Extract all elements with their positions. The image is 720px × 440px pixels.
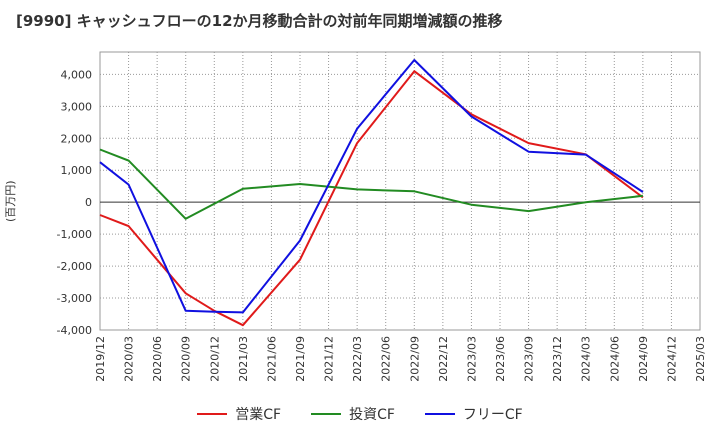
x-tick-label: 2024/03 [580, 336, 593, 382]
y-tick-label: 1,000 [61, 164, 93, 177]
x-tick-label: 2019/12 [94, 336, 107, 382]
legend-item-free-cf: フリーCF [424, 404, 523, 424]
legend-swatch-free-cf [424, 413, 455, 415]
y-tick-label: 0 [85, 196, 92, 209]
legend-item-investing-cf: 投資CF [311, 404, 395, 424]
chart-title: [9990] キャッシュフローの12か月移動合計の対前年同期増減額の推移 [16, 12, 503, 30]
x-tick-label: 2020/09 [180, 336, 193, 382]
x-tick-label: 2025/03 [694, 336, 707, 382]
x-tick-label: 2022/03 [351, 336, 364, 382]
x-tick-label: 2021/03 [237, 336, 250, 382]
x-tick-label: 2023/06 [494, 336, 507, 382]
legend-swatch-investing-cf [311, 413, 342, 415]
y-tick-label: -2,000 [57, 260, 92, 273]
y-tick-label: -1,000 [57, 228, 92, 241]
y-tick-label: -4,000 [57, 324, 92, 337]
y-tick-label: -3,000 [57, 292, 92, 305]
x-tick-label: 2021/09 [294, 336, 307, 382]
x-tick-label: 2023/12 [551, 336, 564, 382]
legend-label-operating-cf: 営業CF [235, 407, 282, 423]
x-tick-label: 2022/06 [380, 336, 393, 382]
x-tick-label: 2023/03 [465, 336, 478, 382]
x-tick-label: 2024/12 [665, 336, 678, 382]
series-line-free-cf [99, 59, 644, 314]
x-tick-label: 2021/06 [265, 336, 278, 382]
x-tick-label: 2020/06 [151, 336, 164, 382]
legend: 営業CF 投資CF フリーCF [0, 404, 720, 424]
x-tick-label: 2021/12 [323, 336, 336, 382]
x-tick-label: 2023/09 [523, 336, 536, 382]
y-tick-label: 2,000 [61, 132, 93, 145]
legend-label-free-cf: フリーCF [462, 407, 523, 423]
legend-swatch-operating-cf [197, 413, 228, 415]
x-tick-label: 2020/03 [123, 336, 136, 382]
x-tick-label: 2024/09 [637, 336, 650, 382]
series-line-operating-cf [99, 70, 644, 327]
legend-label-investing-cf: 投資CF [349, 407, 395, 423]
y-tick-label: 3,000 [61, 100, 93, 113]
x-tick-label: 2020/12 [208, 336, 221, 382]
legend-item-operating-cf: 営業CF [197, 404, 281, 424]
x-tick-label: 2024/06 [608, 336, 621, 382]
series-line-investing-cf [99, 148, 644, 220]
x-tick-label: 2022/12 [437, 336, 450, 382]
x-tick-label: 2022/09 [408, 336, 421, 382]
y-tick-label: 4,000 [61, 68, 93, 81]
